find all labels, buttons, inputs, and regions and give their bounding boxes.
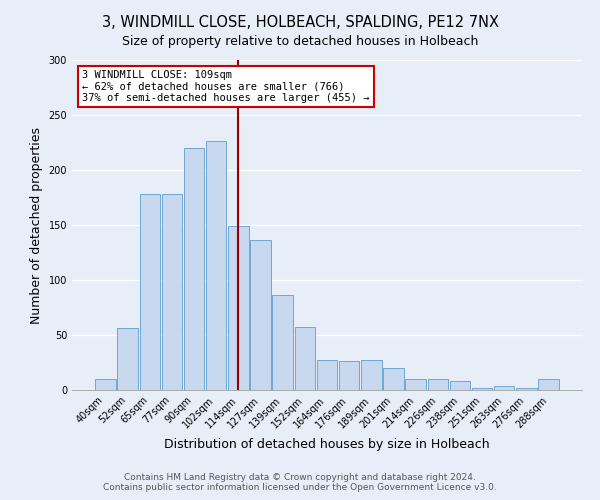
Bar xyxy=(428,379,448,390)
Text: Size of property relative to detached houses in Holbeach: Size of property relative to detached ho… xyxy=(122,35,478,48)
Bar xyxy=(206,142,226,390)
Bar xyxy=(450,381,470,390)
Bar xyxy=(272,296,293,390)
Bar xyxy=(228,226,248,390)
Bar xyxy=(161,194,182,390)
Bar xyxy=(516,388,536,390)
Bar xyxy=(472,388,493,390)
Text: Contains HM Land Registry data © Crown copyright and database right 2024.
Contai: Contains HM Land Registry data © Crown c… xyxy=(103,473,497,492)
Bar xyxy=(317,360,337,390)
Bar xyxy=(95,379,116,390)
Bar xyxy=(383,368,404,390)
Bar xyxy=(140,194,160,390)
Bar xyxy=(494,386,514,390)
Bar xyxy=(406,379,426,390)
Bar xyxy=(295,328,315,390)
Y-axis label: Number of detached properties: Number of detached properties xyxy=(30,126,43,324)
X-axis label: Distribution of detached houses by size in Holbeach: Distribution of detached houses by size … xyxy=(164,438,490,451)
Bar xyxy=(184,148,204,390)
Bar xyxy=(118,328,138,390)
Bar xyxy=(361,360,382,390)
Bar xyxy=(250,240,271,390)
Text: 3 WINDMILL CLOSE: 109sqm
← 62% of detached houses are smaller (766)
37% of semi-: 3 WINDMILL CLOSE: 109sqm ← 62% of detach… xyxy=(82,70,370,103)
Text: 3, WINDMILL CLOSE, HOLBEACH, SPALDING, PE12 7NX: 3, WINDMILL CLOSE, HOLBEACH, SPALDING, P… xyxy=(101,15,499,30)
Bar xyxy=(538,379,559,390)
Bar xyxy=(339,362,359,390)
